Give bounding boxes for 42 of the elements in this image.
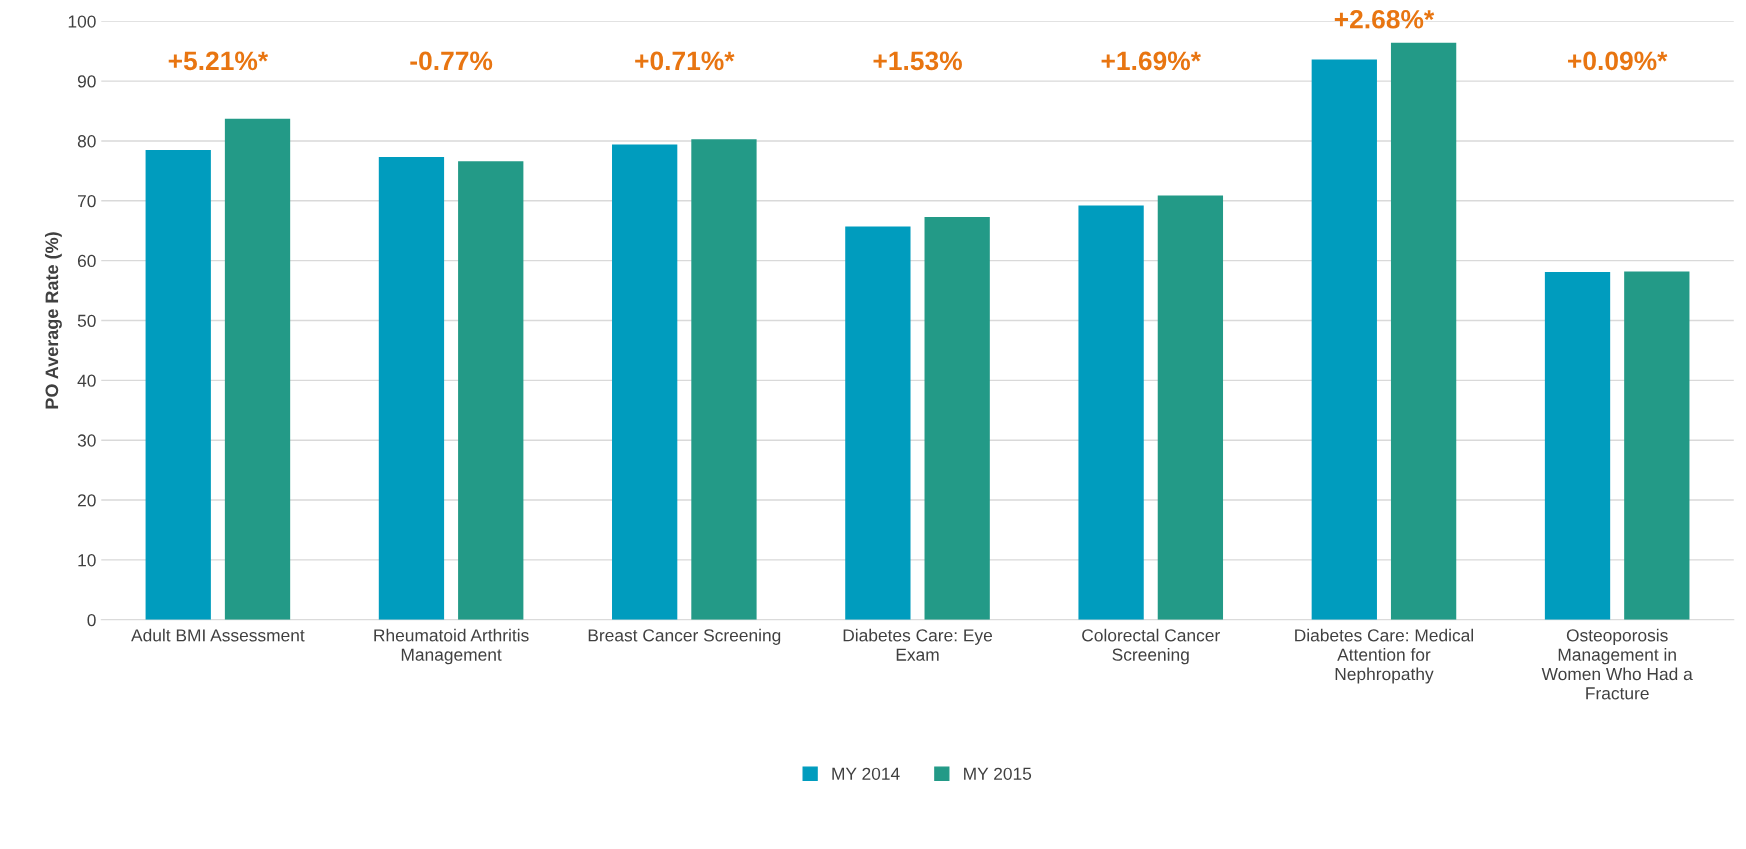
bar [458, 161, 524, 620]
y-tick-label: 90 [77, 75, 96, 88]
bar [1624, 271, 1690, 620]
annotation: +0.71%* [635, 51, 735, 71]
y-tick-label: 20 [77, 494, 96, 507]
bar [1078, 205, 1144, 620]
annotation: +5.21%* [168, 51, 269, 71]
legend-label: MY 2015 [964, 767, 1032, 780]
x-tick-label: Adult BMI Assessment [131, 628, 305, 642]
bar [145, 149, 211, 620]
bar [378, 157, 445, 620]
bar [845, 226, 911, 620]
bar [1390, 42, 1457, 620]
bar [612, 144, 678, 620]
bar [1157, 195, 1224, 620]
y-tick-label: 10 [78, 554, 96, 567]
x-tick-label: Osteoporosis Management in Women Who Had a Fracture [1541, 628, 1693, 700]
bar [1311, 59, 1377, 620]
bar [924, 216, 990, 620]
y-tick-label: 80 [77, 135, 96, 148]
y-tick-label: 40 [77, 374, 96, 387]
x-tick-label: Rheumatoid Arthritis Management [374, 628, 529, 665]
x-tick-label: Breast Cancer Screening [588, 628, 781, 645]
annotation: +0.09%* [1568, 51, 1668, 71]
legend-label: MY 2014 [832, 767, 900, 780]
y-tick-label: 70 [77, 194, 96, 208]
annotation: +2.68%* [1334, 9, 1435, 29]
y-axis-title: PO Average Rate (%) [44, 232, 62, 409]
bar [224, 118, 291, 620]
y-tick-label: 30 [77, 434, 96, 447]
bar [1544, 272, 1611, 620]
y-tick-label: 0 [87, 613, 96, 627]
x-tick-label: Diabetes Care: Medical Attention for Nephropathy [1295, 628, 1474, 684]
y-tick-label: 100 [68, 15, 96, 28]
y-tick-label: 50 [77, 314, 96, 327]
y-tick-label: 60 [77, 254, 96, 268]
annotation: +1.53% [873, 51, 962, 71]
x-tick-label: Colorectal Cancer Screening [1082, 628, 1220, 665]
x-tick-label: Diabetes Care: Eye Exam [843, 628, 993, 661]
annotation: +1.69%* [1101, 51, 1201, 71]
bar [691, 139, 757, 620]
annotation: -0.77% [410, 51, 493, 71]
